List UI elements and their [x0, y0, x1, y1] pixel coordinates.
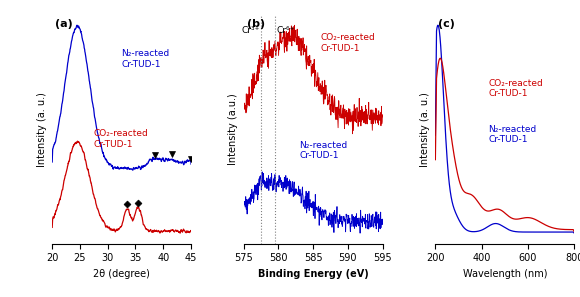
X-axis label: Wavelength (nm): Wavelength (nm) — [462, 269, 547, 279]
Text: (c): (c) — [438, 19, 455, 29]
Text: CO₂-reacted
Cr-TUD-1: CO₂-reacted Cr-TUD-1 — [320, 33, 375, 53]
Text: CO₂-reacted
Cr-TUD-1: CO₂-reacted Cr-TUD-1 — [94, 129, 148, 148]
X-axis label: Binding Energy (eV): Binding Energy (eV) — [258, 269, 368, 279]
Text: CO₂-reacted
Cr-TUD-1: CO₂-reacted Cr-TUD-1 — [488, 79, 543, 98]
Text: Cr⁶⁺: Cr⁶⁺ — [276, 26, 295, 35]
Text: N₂-reacted
Cr-TUD-1: N₂-reacted Cr-TUD-1 — [488, 125, 536, 144]
Text: N₂-reacted
Cr-TUD-1: N₂-reacted Cr-TUD-1 — [299, 141, 347, 160]
Y-axis label: Intensity (a. u.): Intensity (a. u.) — [420, 92, 430, 167]
Text: (b): (b) — [246, 19, 264, 29]
Text: Cr³⁺: Cr³⁺ — [242, 26, 260, 35]
Text: N₂-reacted
Cr-TUD-1: N₂-reacted Cr-TUD-1 — [122, 49, 170, 69]
Y-axis label: Intensity (a.u.): Intensity (a.u.) — [228, 93, 238, 165]
X-axis label: 2θ (degree): 2θ (degree) — [93, 269, 150, 279]
Y-axis label: Intensity (a. u.): Intensity (a. u.) — [37, 92, 46, 167]
Text: (a): (a) — [55, 19, 72, 29]
